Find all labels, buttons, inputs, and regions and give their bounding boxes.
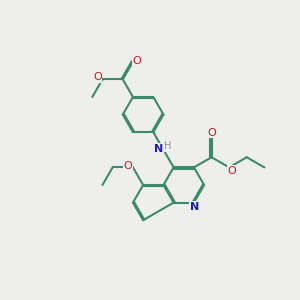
Text: O: O <box>93 72 102 82</box>
Text: N: N <box>154 144 163 154</box>
Text: O: O <box>124 160 132 170</box>
Text: H: H <box>164 141 172 151</box>
Text: O: O <box>207 128 216 138</box>
Text: O: O <box>133 56 142 66</box>
Text: N: N <box>190 202 199 212</box>
Text: O: O <box>227 166 236 176</box>
